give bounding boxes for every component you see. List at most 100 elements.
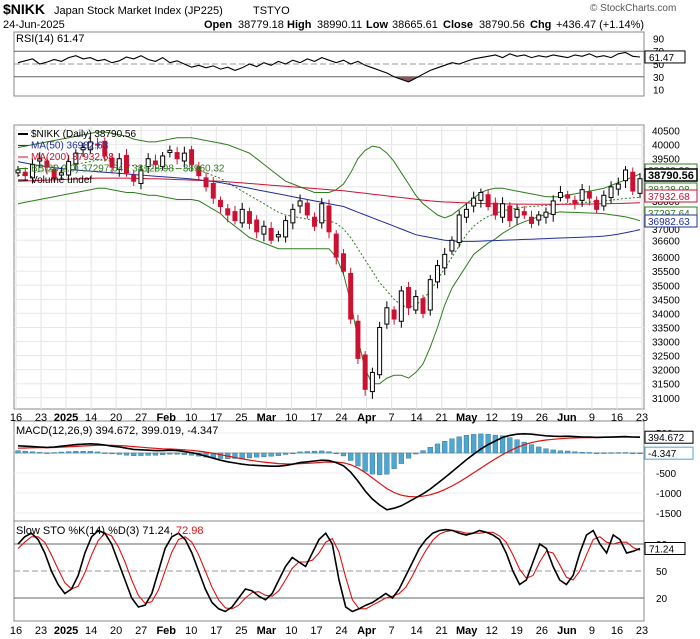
macd-hist-bar <box>572 451 578 454</box>
x-tick-label-bottom: 10 <box>285 625 297 637</box>
candle-body <box>550 200 556 215</box>
candle-body <box>116 158 122 170</box>
candle-body <box>275 234 281 238</box>
macd-hist-bar <box>51 452 57 454</box>
macd-hist-bar <box>15 450 21 454</box>
legend-entry: MA(50) 36982.63 <box>31 141 109 152</box>
candle-body <box>449 239 455 252</box>
candle-body <box>261 225 267 235</box>
macd-hist-bar <box>66 451 72 454</box>
low-value: 38665.61 <box>392 19 438 31</box>
macd-hist-bar <box>109 452 115 455</box>
chg-label: Chg <box>530 19 551 31</box>
x-tick-label: 26 <box>536 412 548 424</box>
candle-body <box>326 205 332 233</box>
macd-hist-bar <box>340 452 347 457</box>
candle-body <box>268 227 274 241</box>
macd-hist-bar <box>384 452 390 475</box>
macd-tick-label: -500 <box>656 469 676 480</box>
macd-hist-bar <box>391 452 397 469</box>
x-tick-label-bottom: 27 <box>135 625 147 637</box>
candle-body <box>181 152 187 162</box>
legend-entry: MA(200) 37932.68 <box>31 152 114 163</box>
price-tick-label: 34500 <box>652 295 680 306</box>
macd-hist-bar <box>543 448 549 454</box>
candle-body <box>95 143 101 146</box>
candle-body <box>254 219 260 233</box>
candle-body <box>29 163 35 179</box>
candle-body <box>131 174 137 182</box>
candle-body <box>232 211 238 222</box>
macd-hist-bar <box>536 446 542 454</box>
candle-body <box>218 199 224 208</box>
candle-body <box>615 183 621 190</box>
macd-hist-bar <box>268 452 274 457</box>
macd-hist-bar <box>427 447 433 454</box>
macd-hist-bar <box>528 444 535 454</box>
macd-hist-bar <box>557 450 564 454</box>
price-value-label: 38790.56 <box>648 170 694 182</box>
macd-hist-bar <box>152 452 159 456</box>
macd-hist-bar <box>304 451 310 454</box>
candle-body <box>109 157 115 168</box>
candle-body <box>485 194 491 208</box>
rsi-last-value: 61.47 <box>649 53 674 64</box>
candle-body <box>623 169 629 182</box>
macd-hist-bar <box>579 452 585 454</box>
macd-hist-bar <box>413 452 419 455</box>
candle-body <box>348 272 354 320</box>
price-tick-label: 35000 <box>652 281 680 292</box>
candle-body <box>73 152 79 165</box>
x-tick-label: 12 <box>486 412 498 424</box>
x-tick-label: 14 <box>85 412 97 424</box>
sto-k-line <box>17 528 641 613</box>
x-tick-label-bottom: May <box>456 625 478 637</box>
macd-hist-bar <box>630 452 636 454</box>
macd-value-label: -4.347 <box>648 449 677 460</box>
candle-body <box>456 214 462 244</box>
macd-hist-bar <box>405 452 412 459</box>
legend-entry: Volume undef <box>31 175 92 186</box>
candle-body <box>442 253 448 269</box>
macd-hist-bar <box>138 452 144 456</box>
x-tick-label: 27 <box>135 412 147 424</box>
price-tick-label: 32500 <box>652 352 680 363</box>
open-value: 38779.18 <box>238 19 284 31</box>
plot-layer <box>15 51 643 613</box>
x-tick-label: Apr <box>357 412 377 424</box>
price-tick-label: 33500 <box>652 323 680 334</box>
macd-hist-bar <box>434 443 441 454</box>
ma200-line <box>17 177 641 205</box>
x-tick-label: 23 <box>35 412 47 424</box>
x-tick-label-bottom: 21 <box>436 625 448 637</box>
macd-hist-bar <box>622 452 629 454</box>
price-tick-label: 31500 <box>652 380 680 391</box>
price-value-label: 36982.63 <box>648 217 690 228</box>
macd-hist-bar <box>456 436 462 454</box>
x-tick-label-bottom: 14 <box>411 625 423 637</box>
macd-title: MACD(12,26,9) 394.672, 399.019, -4.347 <box>16 425 218 437</box>
candle-body <box>355 320 361 359</box>
candle-body <box>138 169 144 184</box>
macd-hist-bar <box>58 451 64 454</box>
exchange-label: TSTYO <box>253 5 290 17</box>
x-tick-label: 21 <box>436 412 448 424</box>
price-value-box <box>644 214 698 228</box>
macd-hist-bar <box>449 438 455 454</box>
price-value-label: 37932.68 <box>648 192 690 203</box>
open-label: Open <box>204 19 232 31</box>
candle-body <box>391 309 397 320</box>
macd-tick-label: -1000 <box>656 489 682 500</box>
candle-body <box>579 189 585 201</box>
bb-upper-line <box>17 131 641 219</box>
macd-hist-bar <box>116 452 122 455</box>
candle-body <box>586 191 592 199</box>
macd-hist-bar <box>478 433 484 454</box>
macd-hist-bar <box>80 451 86 454</box>
rsi-last-value-box <box>644 50 686 64</box>
candle-body <box>340 253 346 272</box>
macd-hist-bar <box>283 452 289 455</box>
macd-hist-bar <box>102 452 108 454</box>
macd-hist-bar <box>608 452 614 454</box>
macd-hist-bar <box>73 451 79 454</box>
